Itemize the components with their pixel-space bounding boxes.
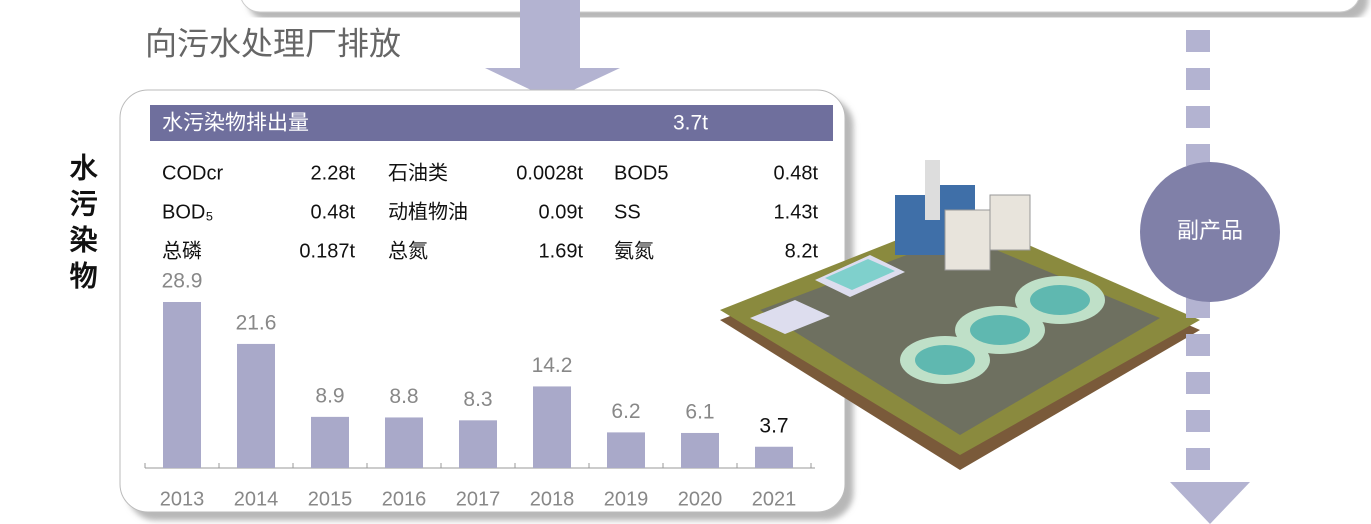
bar <box>607 432 645 468</box>
table-cell: 0.187t <box>299 240 355 262</box>
x-tick-label: 2016 <box>382 488 427 510</box>
x-tick-label: 2018 <box>530 488 575 510</box>
value-label: 8.8 <box>389 385 418 408</box>
value-label: 3.7 <box>759 414 788 437</box>
bar <box>385 417 423 468</box>
side-label: 水污染物 <box>67 153 98 297</box>
x-tick-label: 2014 <box>234 488 279 510</box>
table-cell: CODcr <box>162 162 223 184</box>
bar <box>163 302 201 468</box>
arrow-head <box>1170 482 1250 524</box>
bar <box>533 386 571 468</box>
infographic: 向污水处理厂排放 水污染物排出量 3.7t CODcr 2.28t 石油类 0.002… <box>0 0 1371 524</box>
table-cell: 氨氮 <box>614 239 654 262</box>
bar <box>755 447 793 468</box>
flow-title: 向污水处理厂排放 <box>145 25 401 61</box>
table-cell: 2.28t <box>311 162 356 184</box>
dash <box>1186 106 1210 128</box>
table-cell: BOD₅ <box>162 201 213 223</box>
value-label: 6.1 <box>685 401 714 424</box>
dash <box>1186 30 1210 52</box>
table-cell: 总磷 <box>162 239 202 262</box>
top-panel <box>240 0 1360 12</box>
x-tick-label: 2021 <box>752 488 797 510</box>
value-label: 28.9 <box>162 270 203 293</box>
value-label: 14.2 <box>532 354 573 377</box>
table-cell: SS <box>614 201 641 223</box>
bar <box>459 420 497 468</box>
dash <box>1186 68 1210 90</box>
dash <box>1186 334 1210 356</box>
table-header-label: 水污染物排出量 <box>162 112 309 135</box>
value-label: 21.6 <box>236 311 277 334</box>
table-cell: 动植物油 <box>388 200 468 223</box>
table-cell: 0.0028t <box>516 162 583 184</box>
table-cell: 1.43t <box>774 201 819 223</box>
table-header-value: 3.7t <box>673 112 708 135</box>
table-cell: 0.09t <box>539 201 584 223</box>
down-arrow <box>485 0 620 100</box>
byproduct-label: 副产品 <box>1177 218 1243 243</box>
x-tick-label: 2017 <box>456 488 501 510</box>
table-cell: BOD5 <box>614 162 668 184</box>
bar <box>681 433 719 468</box>
table-cell: 0.48t <box>774 162 819 184</box>
x-tick-label: 2013 <box>160 488 205 510</box>
bar <box>311 417 349 468</box>
dash <box>1186 410 1210 432</box>
value-label: 6.2 <box>611 400 640 423</box>
value-label: 8.3 <box>463 388 492 411</box>
table-cell: 石油类 <box>388 161 448 184</box>
table-cell: 8.2t <box>785 240 819 262</box>
table-cell: 0.48t <box>311 201 356 223</box>
dash <box>1186 372 1210 394</box>
x-tick-label: 2020 <box>678 488 723 510</box>
bar <box>237 344 275 468</box>
value-label: 8.9 <box>315 384 344 407</box>
dash <box>1186 448 1210 470</box>
x-tick-label: 2019 <box>604 488 649 510</box>
table-cell: 总氮 <box>388 239 428 262</box>
x-tick-label: 2015 <box>308 488 353 510</box>
table-cell: 1.69t <box>539 240 584 262</box>
